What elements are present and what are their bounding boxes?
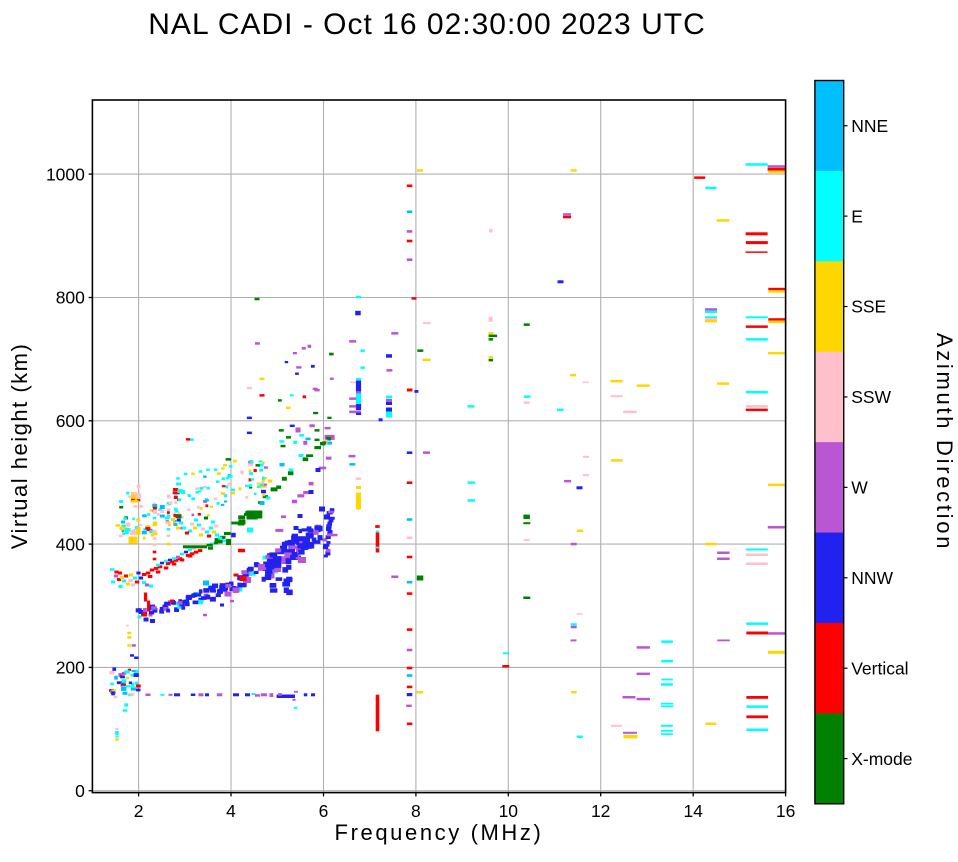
- svg-text:12: 12: [591, 801, 610, 821]
- svg-text:14: 14: [683, 801, 703, 821]
- svg-text:200: 200: [56, 658, 85, 678]
- svg-text:Azimuth Direction: Azimuth Direction: [932, 333, 957, 551]
- svg-text:0: 0: [75, 781, 85, 801]
- svg-text:2: 2: [134, 801, 144, 821]
- svg-text:NNW: NNW: [851, 568, 893, 588]
- svg-text:X-mode: X-mode: [851, 749, 912, 769]
- svg-text:NAL CADI - Oct 16 02:30:00 202: NAL CADI - Oct 16 02:30:00 2023 UTC: [148, 8, 705, 41]
- svg-text:Vertical: Vertical: [851, 658, 908, 678]
- svg-text:Virtual height (km): Virtual height (km): [7, 343, 32, 550]
- svg-text:400: 400: [56, 534, 85, 554]
- svg-text:800: 800: [56, 288, 85, 308]
- svg-text:NNE: NNE: [851, 116, 888, 136]
- svg-text:10: 10: [499, 801, 519, 821]
- svg-text:4: 4: [226, 801, 236, 821]
- svg-text:6: 6: [319, 801, 329, 821]
- svg-text:1000: 1000: [46, 164, 85, 184]
- svg-text:SSW: SSW: [851, 387, 891, 407]
- svg-text:Frequency (MHz): Frequency (MHz): [335, 820, 544, 845]
- svg-text:SSE: SSE: [851, 297, 886, 317]
- svg-text:E: E: [851, 206, 863, 226]
- svg-text:8: 8: [411, 801, 421, 821]
- svg-text:600: 600: [56, 411, 85, 431]
- svg-text:W: W: [851, 478, 868, 498]
- svg-text:16: 16: [776, 801, 795, 821]
